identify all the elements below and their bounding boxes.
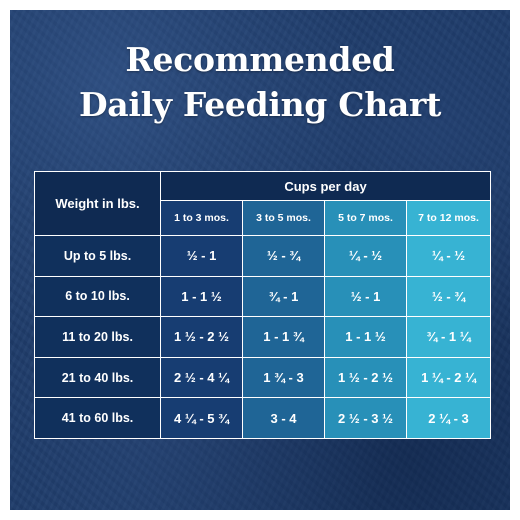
cups-cell: ¾ - 1	[242, 275, 325, 318]
cups-cell: ½ - 1	[160, 235, 243, 277]
table-row: 11 to 20 lbs. 1 ½ - 2 ½ 1 - 1 ¾ 1 - 1 ½ …	[34, 316, 492, 358]
cups-cell: 2 ½ - 3 ½	[324, 397, 407, 439]
age-column-header: 7 to 12 mos.	[405, 200, 492, 236]
age-column-header: 3 to 5 mos.	[242, 200, 325, 236]
age-column-header: 1 to 3 mos.	[160, 200, 243, 236]
age-column-header: 5 to 7 mos.	[324, 200, 407, 236]
weight-header: Weight in lbs.	[34, 171, 161, 236]
cups-cell: 1 ½ - 2 ½	[324, 356, 407, 399]
cups-cell: 1 ½ - 2 ½	[160, 316, 243, 358]
cups-cell: 1 - 1 ½	[324, 316, 407, 358]
table-row: 41 to 60 lbs. 4 ¼ - 5 ¾ 3 - 4 2 ½ - 3 ½ …	[34, 397, 492, 439]
cups-cell: 1 - 1 ¾	[242, 316, 325, 358]
feeding-chart-card: Recommended Daily Feeding Chart Weight i…	[10, 10, 510, 510]
table-row: 6 to 10 lbs. 1 - 1 ½ ¾ - 1 ½ - 1 ½ - ¾	[34, 275, 492, 318]
cups-cell: ½ - 1	[324, 275, 407, 318]
title-line-2: Daily Feeding Chart	[78, 85, 442, 124]
title-line-1: Recommended	[125, 40, 395, 79]
cups-cell: 2 ½ - 4 ¼	[160, 356, 243, 399]
cups-cell: ¼ - ½	[324, 235, 407, 277]
cups-cell: 1 ¼ - 2 ¼	[405, 356, 492, 399]
feeding-table: Weight in lbs. Cups per day 1 to 3 mos. …	[34, 171, 492, 439]
cups-cell: ¾ - 1 ¼	[405, 316, 492, 358]
weight-cell: 41 to 60 lbs.	[34, 397, 161, 439]
cups-cell: 1 - 1 ½	[160, 275, 243, 318]
cups-cell: ½ - ¾	[405, 275, 492, 318]
cups-cell: 3 - 4	[242, 397, 325, 439]
weight-cell: 21 to 40 lbs.	[34, 356, 161, 399]
cups-cell: ½ - ¾	[242, 235, 325, 277]
cups-cell: 4 ¼ - 5 ¾	[160, 397, 243, 439]
cups-cell: 1 ¾ - 3	[242, 356, 325, 399]
cups-cell: 2 ¼ - 3	[405, 397, 492, 439]
weight-cell: 6 to 10 lbs.	[34, 275, 161, 318]
weight-cell: Up to 5 lbs.	[34, 235, 161, 277]
weight-cell: 11 to 20 lbs.	[34, 316, 161, 358]
cups-per-day-header: Cups per day	[159, 171, 492, 201]
cups-cell: ¼ - ½	[405, 235, 492, 277]
table-row: Up to 5 lbs. ½ - 1 ½ - ¾ ¼ - ½ ¼ - ½	[34, 235, 492, 277]
table-row: 21 to 40 lbs. 2 ½ - 4 ¼ 1 ¾ - 3 1 ½ - 2 …	[34, 356, 492, 399]
